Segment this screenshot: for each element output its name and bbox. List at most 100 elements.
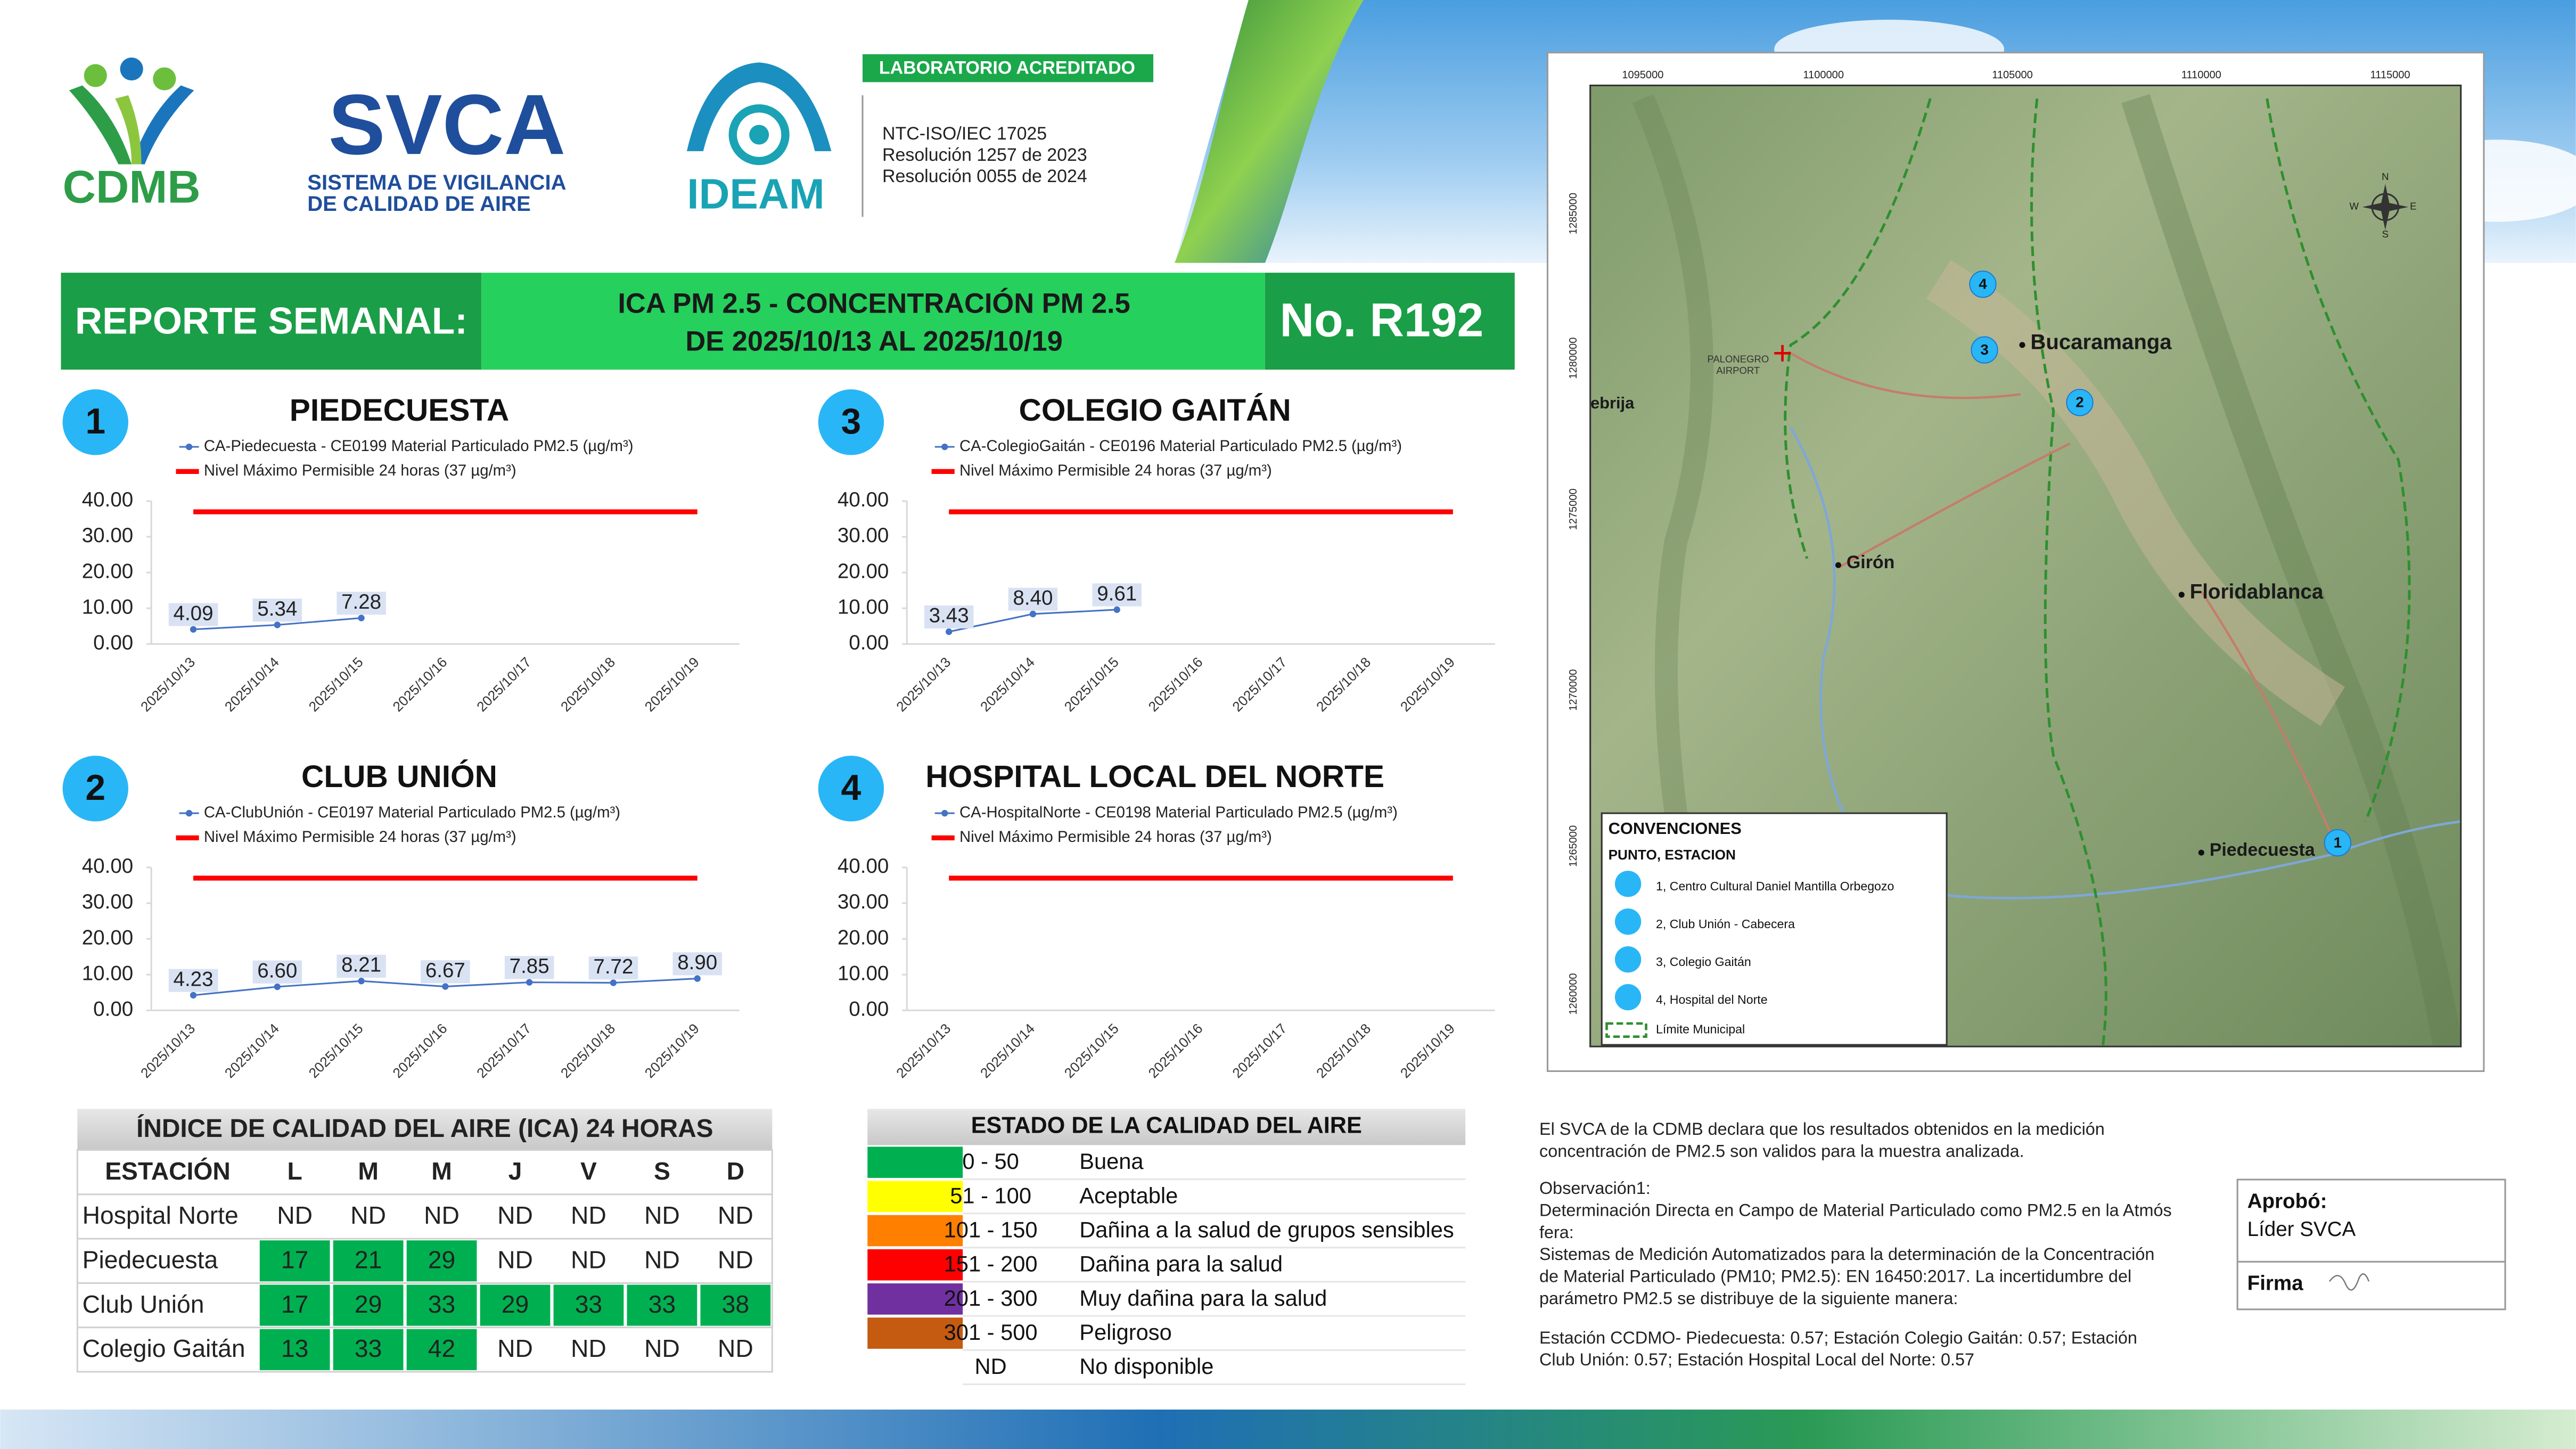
logo-shape [120, 57, 143, 81]
map-y-coordinate: 1280000 [1568, 338, 1579, 379]
map-legend-title: CONVENCIONES [1609, 819, 1742, 838]
quality-range: 0 - 50 [962, 1149, 1019, 1174]
table-title-bg [77, 1109, 773, 1150]
note-line: Sistemas de Medición Automatizados para … [1539, 1245, 2154, 1264]
y-tick-label: 20.00 [82, 560, 133, 583]
quality-label: Peligroso [1079, 1320, 1172, 1345]
ica-cell [553, 1284, 624, 1326]
airport-marker [1774, 345, 1791, 362]
data-label-bg [168, 603, 218, 626]
accreditation-line: Resolución 0055 de 2024 [882, 166, 1087, 186]
cdmb-logo [69, 57, 194, 165]
x-tick-label: 2025/10/14 [221, 654, 282, 715]
data-label-bg [337, 592, 386, 615]
y-tick-label: 30.00 [82, 890, 133, 913]
map-x-coordinate: 1095000 [1622, 69, 1663, 81]
note-line: Club Unión: 0.57; Estación Hospital Loca… [1539, 1350, 1974, 1369]
station-name: Club Unión [83, 1290, 204, 1318]
chart-badge-number: 3 [841, 402, 862, 441]
ica-cell [259, 1284, 330, 1326]
station-name: Colegio Gaitán [83, 1335, 245, 1362]
x-tick-label: 2025/10/18 [557, 654, 618, 715]
data-label-bg [337, 954, 386, 978]
data-label-bg [252, 599, 302, 622]
x-tick-label: 2025/10/13 [893, 654, 954, 715]
data-point [274, 983, 281, 990]
ica-value: ND [277, 1201, 313, 1229]
compass-letter: E [2410, 201, 2416, 212]
ica-value: ND [571, 1246, 606, 1274]
svca-subtitle: DE CALIDAD DE AIRE [307, 192, 531, 216]
map-place: Girón [1847, 552, 1894, 572]
map-place: Lebrija [1580, 394, 1635, 412]
y-tick-label: 40.00 [838, 855, 889, 878]
legend-label: CA-Piedecuesta - CE0199 Material Particu… [204, 437, 634, 455]
airport-label: PALONEGRO [1707, 354, 1769, 365]
x-tick-label: 2025/10/16 [1145, 654, 1206, 715]
x-tick-label: 2025/10/15 [306, 1020, 366, 1081]
quality-swatch [867, 1283, 963, 1315]
ica-value: ND [350, 1201, 386, 1229]
map-y-coordinate: 1285000 [1568, 193, 1579, 234]
ica-value: 33 [649, 1290, 676, 1318]
data-label: 7.72 [593, 955, 633, 978]
y-tick-label: 0.00 [93, 632, 133, 654]
map-x-coordinate: 1110000 [2181, 69, 2221, 81]
logo-shape [749, 125, 769, 145]
map-labels: Bucaramanga Floridablanca Girón Piedecuesta… [1580, 330, 2324, 860]
y-tick-label: 20.00 [838, 560, 889, 583]
decorative-swoosh [1175, 0, 1364, 263]
map-legend-marker [1614, 871, 1642, 897]
map-legend-box [1601, 812, 1948, 1046]
data-point [694, 975, 701, 982]
ica-value: 21 [355, 1246, 382, 1274]
note-line: fera: [1539, 1223, 1574, 1242]
data-point [945, 628, 953, 635]
station-marker [2066, 389, 2094, 416]
x-tick-label: 2025/10/16 [1145, 1020, 1206, 1081]
data-label-bg [672, 952, 722, 976]
station-name: Hospital Norte [83, 1201, 239, 1229]
data-label-bg [924, 605, 974, 629]
chart-badge [818, 389, 884, 455]
data-label: 8.90 [677, 951, 717, 974]
ica-cell [406, 1240, 477, 1282]
place-dot [2178, 592, 2185, 598]
x-tick-label: 2025/10/15 [1061, 654, 1122, 715]
x-tick-label: 2025/10/15 [1061, 1020, 1122, 1081]
logo-shape [153, 67, 176, 91]
ica-value: ND [718, 1246, 753, 1274]
data-point [190, 626, 197, 633]
legend-label: Nivel Máximo Permisible 24 horas (37 µg/… [204, 462, 516, 479]
quality-range: 201 - 300 [944, 1286, 1038, 1311]
ica-cell [700, 1284, 771, 1326]
report-number: No. R192 [1279, 293, 1483, 346]
data-label: 9.61 [1097, 582, 1137, 605]
signature-label: Firma [2247, 1272, 2304, 1295]
legend-label: CA-ClubUnión - CE0197 Material Particula… [204, 804, 620, 821]
station-marker [1969, 271, 1997, 298]
ica-value: 42 [428, 1335, 455, 1362]
ica-cell [627, 1284, 698, 1326]
table-header: J [508, 1157, 522, 1185]
quality-label: Dañina para la salud [1079, 1251, 1283, 1276]
x-tick-label: 2025/10/18 [1313, 654, 1374, 715]
y-tick-label: 20.00 [82, 926, 133, 949]
quality-range: 101 - 150 [944, 1217, 1038, 1242]
x-tick-label: 2025/10/19 [642, 654, 702, 715]
chart-badge-number: 4 [841, 768, 862, 808]
logo-shape [115, 95, 142, 165]
map-x-coordinate: 1115000 [2370, 69, 2410, 81]
logo-shape [686, 62, 832, 151]
signature [2328, 1273, 2370, 1291]
map-boundary [1784, 98, 2411, 1047]
legend-label: Nivel Máximo Permisible 24 horas (37 µg/… [959, 462, 1272, 479]
ica-cell [333, 1240, 404, 1282]
ica-cell [259, 1240, 330, 1282]
ica-value: 38 [722, 1290, 749, 1318]
note-line: Observación1: [1539, 1178, 1651, 1198]
logo-shape [728, 104, 790, 166]
ica-cell [480, 1284, 551, 1326]
banner-title: ICA PM 2.5 - CONCENTRACIÓN PM 2.5 [618, 289, 1130, 320]
